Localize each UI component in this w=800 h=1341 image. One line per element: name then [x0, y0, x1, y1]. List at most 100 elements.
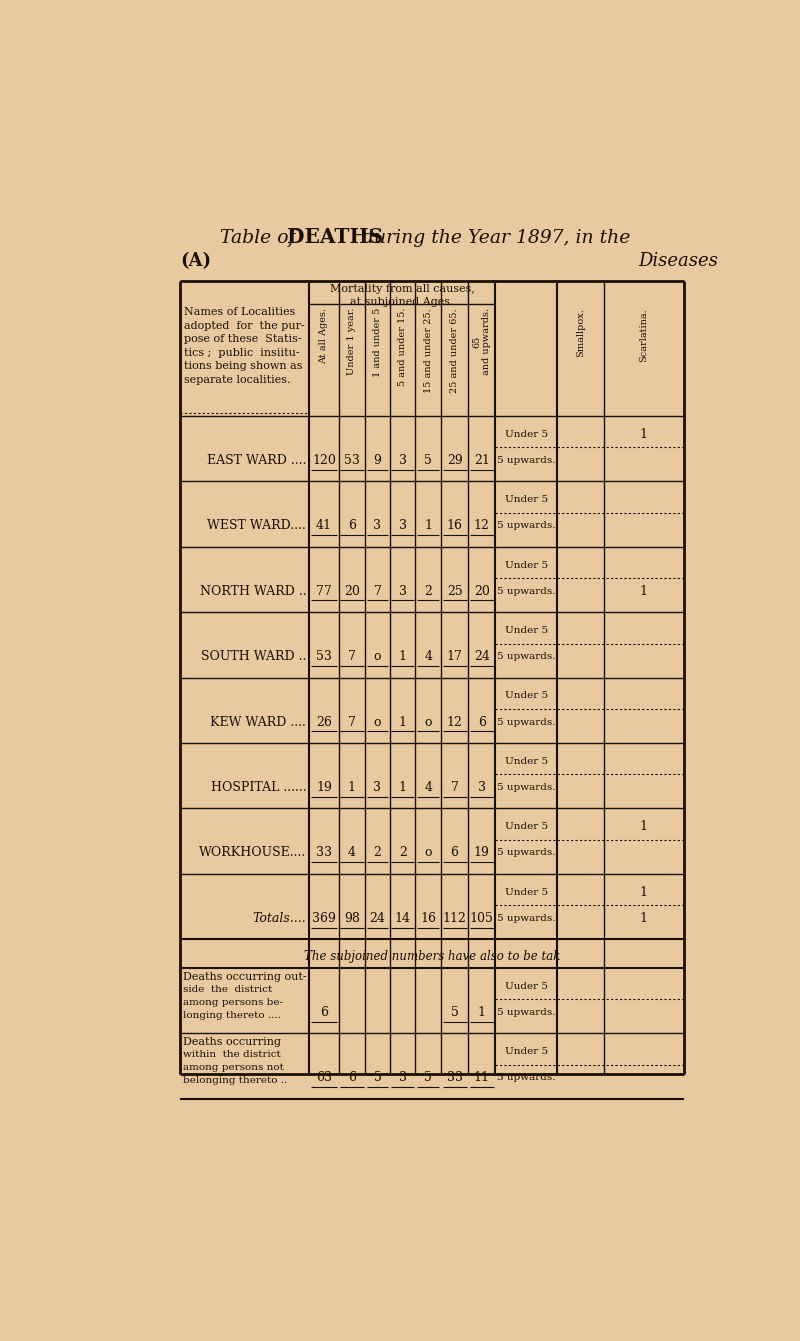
Text: 7: 7 [374, 585, 382, 598]
Text: Totals....: Totals.... [253, 912, 306, 925]
Text: KEW WARD ....: KEW WARD .... [210, 716, 306, 728]
Text: Deaths occurring: Deaths occurring [183, 1037, 281, 1047]
Text: HOSPITAL ......: HOSPITAL ...... [210, 780, 306, 794]
Text: At all Ages.: At all Ages. [319, 308, 329, 365]
Text: 5 upwards.: 5 upwards. [497, 1073, 555, 1082]
Text: tics ;  public  insiitu-: tics ; public insiitu- [184, 347, 299, 358]
Text: 5: 5 [424, 1071, 432, 1085]
Text: DEATHS: DEATHS [286, 227, 383, 247]
Text: EAST WARD ....: EAST WARD .... [206, 453, 306, 467]
Text: 15 and under 25.: 15 and under 25. [424, 308, 433, 393]
Text: 4: 4 [424, 780, 432, 794]
Text: 5 upwards.: 5 upwards. [497, 915, 555, 923]
Text: o: o [425, 716, 432, 728]
Text: Under 5: Under 5 [505, 495, 548, 504]
Text: 5 upwards.: 5 upwards. [497, 652, 555, 661]
Text: 53: 53 [316, 650, 332, 664]
Text: during the Year 1897, in the: during the Year 1897, in the [356, 228, 636, 247]
Text: NORTH WARD ..: NORTH WARD .. [199, 585, 306, 598]
Text: pose of these  Statis-: pose of these Statis- [184, 334, 302, 345]
Text: 120: 120 [312, 453, 336, 467]
Text: 26: 26 [316, 716, 332, 728]
Text: Under 5: Under 5 [505, 888, 548, 897]
Text: 6: 6 [320, 1006, 328, 1019]
Text: within  the district: within the district [183, 1050, 281, 1059]
Text: 1: 1 [478, 1006, 486, 1019]
Text: Under 5: Under 5 [505, 756, 548, 766]
Text: o: o [374, 716, 381, 728]
Text: o: o [374, 650, 381, 664]
Text: (A): (A) [180, 252, 211, 270]
Text: 33: 33 [446, 1071, 462, 1085]
Text: Under 1 year.: Under 1 year. [347, 308, 356, 375]
Text: 14: 14 [394, 912, 410, 925]
Text: 29: 29 [446, 453, 462, 467]
Text: 1: 1 [640, 886, 648, 898]
Text: Scarlatina.: Scarlatina. [639, 308, 648, 362]
Text: 1: 1 [640, 821, 648, 833]
Text: Smallpox.: Smallpox. [576, 308, 585, 357]
Text: 7: 7 [348, 650, 356, 664]
Text: 63: 63 [316, 1071, 332, 1085]
Text: 3: 3 [374, 780, 382, 794]
Text: 41: 41 [316, 519, 332, 532]
Text: 33: 33 [316, 846, 332, 860]
Text: 16: 16 [420, 912, 436, 925]
Text: 5: 5 [424, 453, 432, 467]
Text: Under 5: Under 5 [505, 626, 548, 636]
Text: 5 upwards.: 5 upwards. [497, 522, 555, 530]
Text: 3: 3 [478, 780, 486, 794]
Text: among persons be-: among persons be- [183, 998, 283, 1007]
Text: 3: 3 [374, 519, 382, 532]
Text: 1: 1 [348, 780, 356, 794]
Text: 98: 98 [344, 912, 360, 925]
Text: Deaths occurring out-: Deaths occurring out- [183, 972, 306, 982]
Text: 5 and under 15.: 5 and under 15. [398, 308, 407, 386]
Text: 105: 105 [470, 912, 494, 925]
Text: 3: 3 [398, 519, 406, 532]
Text: Under 5: Under 5 [505, 692, 548, 700]
Text: 65
and upwards.: 65 and upwards. [472, 308, 491, 375]
Text: belonging thereto ..: belonging thereto .. [183, 1077, 287, 1085]
Text: 3: 3 [398, 585, 406, 598]
Text: 19: 19 [316, 780, 332, 794]
Text: 12: 12 [446, 716, 462, 728]
Text: 24: 24 [474, 650, 490, 664]
Text: 17: 17 [446, 650, 462, 664]
Text: 4: 4 [348, 846, 356, 860]
Text: Names of Localities: Names of Localities [184, 307, 295, 318]
Text: 1: 1 [424, 519, 432, 532]
Text: 1: 1 [640, 585, 648, 598]
Text: 2: 2 [424, 585, 432, 598]
Text: Diseases: Diseases [638, 252, 718, 270]
Text: 5 upwards.: 5 upwards. [497, 587, 555, 595]
Text: o: o [425, 846, 432, 860]
Text: 369: 369 [312, 912, 336, 925]
Text: Under 5: Under 5 [505, 822, 548, 831]
Text: 12: 12 [474, 519, 490, 532]
Text: WORKHOUSE....: WORKHOUSE.... [199, 846, 306, 860]
Text: 6: 6 [478, 716, 486, 728]
Text: at subjoined Ages.: at subjoined Ages. [350, 296, 454, 307]
Text: 5 upwards.: 5 upwards. [497, 1008, 555, 1016]
Text: 11: 11 [474, 1071, 490, 1085]
Text: 25 and under 65.: 25 and under 65. [450, 308, 459, 393]
Text: 16: 16 [446, 519, 462, 532]
Text: 5: 5 [374, 1071, 382, 1085]
Text: 3: 3 [398, 453, 406, 467]
Text: 2: 2 [398, 846, 406, 860]
Text: 9: 9 [374, 453, 382, 467]
Text: among persons not: among persons not [183, 1063, 284, 1073]
Text: Uuder 5: Uuder 5 [505, 982, 548, 991]
Text: 1: 1 [640, 428, 648, 441]
Text: Table of: Table of [220, 228, 302, 247]
Text: Under 5: Under 5 [505, 429, 548, 439]
Text: 4: 4 [424, 650, 432, 664]
Text: 53: 53 [344, 453, 360, 467]
Text: side  the  district: side the district [183, 984, 272, 994]
Text: 19: 19 [474, 846, 490, 860]
Text: 24: 24 [370, 912, 386, 925]
Text: WEST WARD....: WEST WARD.... [207, 519, 306, 532]
Text: 6: 6 [348, 519, 356, 532]
Text: 5 upwards.: 5 upwards. [497, 849, 555, 857]
